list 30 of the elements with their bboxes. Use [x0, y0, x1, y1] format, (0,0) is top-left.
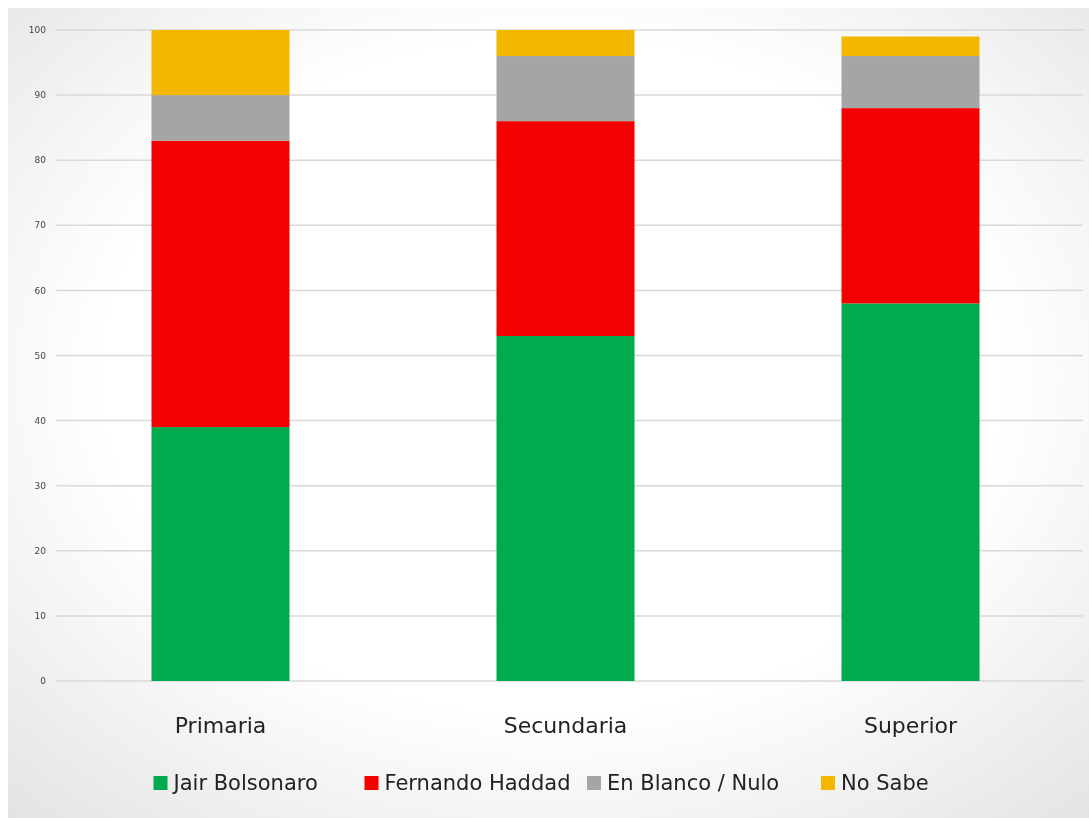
y-tick-label: 100	[28, 25, 47, 36]
bar	[496, 121, 635, 336]
bar	[151, 30, 290, 96]
y-tick-label: 50	[34, 350, 47, 361]
x-tick-label: Primaria	[174, 713, 267, 738]
bar	[841, 36, 980, 57]
y-tick-label: 90	[34, 90, 47, 101]
legend-label: Jair Bolsonaro	[171, 771, 318, 796]
legend-label: En Blanco / Nulo	[607, 771, 780, 796]
bar	[841, 56, 980, 109]
y-tick-label: 20	[34, 545, 47, 556]
x-tick-label: Secundaria	[503, 713, 628, 738]
bar	[496, 335, 635, 681]
bar	[151, 427, 290, 681]
y-tick-label: 30	[34, 480, 47, 491]
x-tick-label: Superior	[863, 713, 958, 738]
y-tick-label: 10	[34, 611, 47, 622]
bar	[496, 56, 635, 122]
y-tick-label: 80	[34, 155, 47, 166]
bar	[151, 95, 290, 141]
y-tick-label: 0	[40, 676, 47, 687]
bar	[841, 303, 980, 681]
y-tick-label: 40	[34, 415, 47, 426]
y-tick-label: 70	[34, 220, 47, 231]
bar	[496, 30, 635, 57]
bar	[841, 108, 980, 304]
bar	[151, 140, 290, 428]
y-tick-label: 60	[34, 285, 47, 296]
legend-label: Fernando Haddad	[384, 771, 571, 796]
legend-label: No Sabe	[841, 771, 929, 796]
